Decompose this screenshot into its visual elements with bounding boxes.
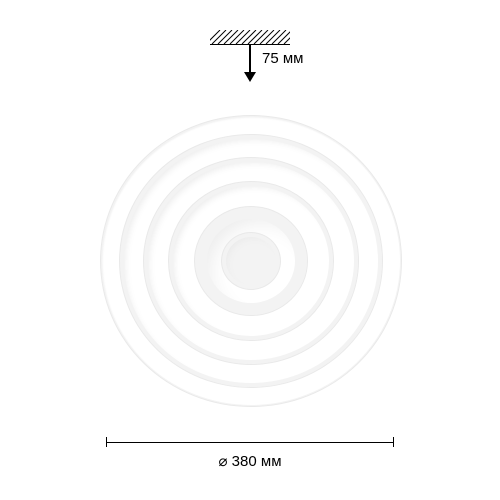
height-arrow-head xyxy=(244,72,256,82)
height-label: 75 мм xyxy=(262,50,303,67)
diameter-line xyxy=(106,442,394,443)
dim-tick-right xyxy=(393,437,394,447)
lamp-ring-5 xyxy=(221,232,281,290)
ceiling-hatch xyxy=(210,30,290,44)
height-arrow-shaft xyxy=(249,44,251,74)
diameter-label: ⌀ 380 мм xyxy=(200,452,300,470)
drawing-stage: 75 мм ⌀ 380 мм xyxy=(0,0,500,500)
lamp-body xyxy=(100,115,400,405)
